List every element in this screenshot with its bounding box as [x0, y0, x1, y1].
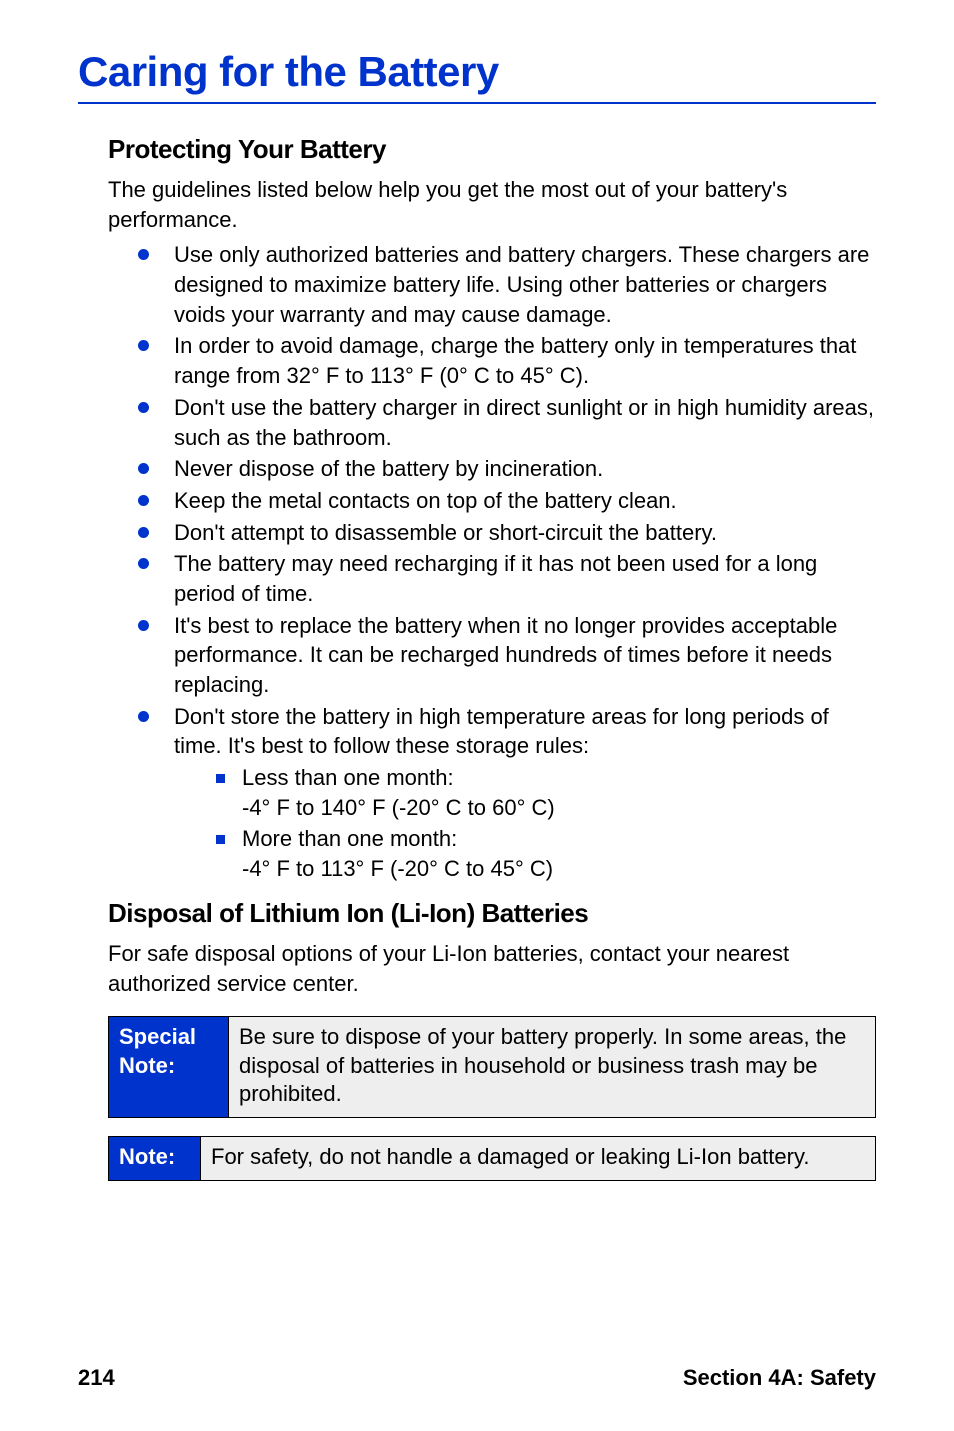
- note-body: For safety, do not handle a damaged or l…: [201, 1136, 876, 1180]
- section-label: Section 4A: Safety: [683, 1365, 876, 1391]
- storage-rules-sublist: Less than one month: -4° F to 140° F (-2…: [216, 763, 876, 884]
- section2-intro: For safe disposal options of your Li-Ion…: [108, 939, 876, 998]
- special-note-box: Special Note: Be sure to dispose of your…: [108, 1016, 876, 1118]
- list-item: Don't use the battery charger in direct …: [138, 393, 876, 452]
- page-title: Caring for the Battery: [78, 48, 876, 96]
- list-item: It's best to replace the battery when it…: [138, 611, 876, 700]
- list-item: Use only authorized batteries and batter…: [138, 240, 876, 329]
- special-note-label-line2: Note:: [119, 1053, 175, 1078]
- page-number: 214: [78, 1365, 115, 1391]
- note-label: Note:: [109, 1136, 201, 1180]
- list-item: Keep the metal contacts on top of the ba…: [138, 486, 876, 516]
- section-heading-disposal: Disposal of Lithium Ion (Li-Ion) Batteri…: [108, 898, 876, 929]
- sub-item-line1: Less than one month:: [242, 765, 454, 790]
- sub-item-line1: More than one month:: [242, 826, 457, 851]
- sub-item-line2: -4° F to 140° F (-20° C to 60° C): [242, 795, 555, 820]
- section-heading-protecting: Protecting Your Battery: [108, 134, 876, 165]
- list-item: The battery may need recharging if it ha…: [138, 549, 876, 608]
- list-item: In order to avoid damage, charge the bat…: [138, 331, 876, 390]
- special-note-label-line1: Special: [119, 1024, 196, 1049]
- list-item: Never dispose of the battery by incinera…: [138, 454, 876, 484]
- list-item: Don't store the battery in high temperat…: [138, 702, 876, 761]
- special-note-label: Special Note:: [109, 1017, 229, 1118]
- special-note-body: Be sure to dispose of your battery prope…: [229, 1017, 876, 1118]
- battery-guidelines-list: Use only authorized batteries and batter…: [138, 240, 876, 883]
- sub-item-line2: -4° F to 113° F (-20° C to 45° C): [242, 856, 553, 881]
- section1-intro: The guidelines listed below help you get…: [108, 175, 876, 234]
- page-footer: 214 Section 4A: Safety: [78, 1365, 876, 1391]
- title-rule: [78, 102, 876, 104]
- note-box: Note: For safety, do not handle a damage…: [108, 1136, 876, 1181]
- list-item: Don't attempt to disassemble or short-ci…: [138, 518, 876, 548]
- sub-list-item: Less than one month: -4° F to 140° F (-2…: [216, 763, 876, 822]
- sub-list-item: More than one month: -4° F to 113° F (-2…: [216, 824, 876, 883]
